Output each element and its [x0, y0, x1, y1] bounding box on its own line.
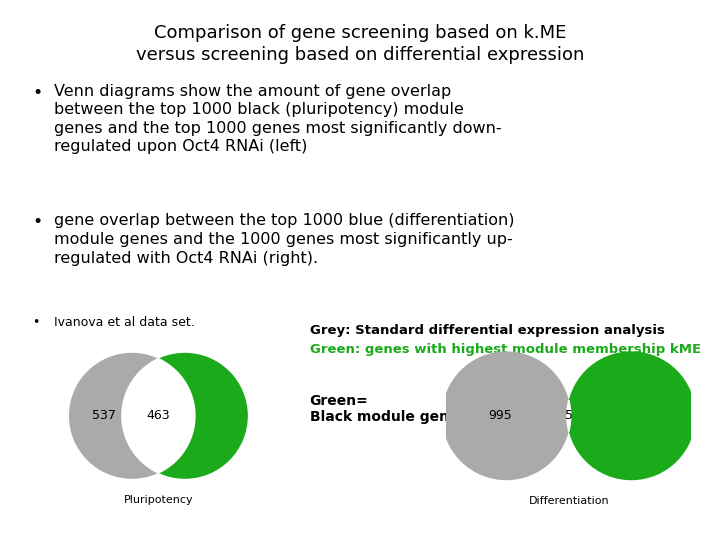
Polygon shape: [122, 359, 195, 473]
Text: 463: 463: [147, 409, 170, 422]
Text: Pluripotency: Pluripotency: [124, 495, 193, 504]
Circle shape: [69, 353, 195, 479]
Circle shape: [567, 352, 696, 480]
Text: Grey: Standard differential expression analysis: Grey: Standard differential expression a…: [310, 324, 665, 337]
Text: 995: 995: [626, 409, 649, 422]
Text: •: •: [32, 84, 42, 102]
Text: •: •: [32, 316, 40, 329]
Polygon shape: [567, 400, 571, 431]
Text: Differentiation: Differentiation: [528, 496, 609, 507]
Text: Green=
Black module genes: Green= Black module genes: [310, 394, 467, 424]
Text: 537: 537: [202, 409, 225, 422]
Text: versus screening based on differential expression: versus screening based on differential e…: [136, 46, 584, 64]
Text: Green: genes with highest module membership kME: Green: genes with highest module members…: [310, 343, 701, 356]
Text: 5: 5: [564, 409, 573, 422]
Text: 995: 995: [488, 409, 512, 422]
Text: 537: 537: [91, 409, 115, 422]
Text: Comparison of gene screening based on k.ME: Comparison of gene screening based on k.…: [154, 24, 566, 42]
Text: •: •: [32, 213, 42, 231]
Circle shape: [122, 353, 248, 479]
Circle shape: [442, 352, 571, 480]
Text: Venn diagrams show the amount of gene overlap
between the top 1000 black (plurip: Venn diagrams show the amount of gene ov…: [54, 84, 502, 154]
Text: Ivanova et al data set.: Ivanova et al data set.: [54, 316, 194, 329]
Text: gene overlap between the top 1000 blue (differentiation)
module genes and the 10: gene overlap between the top 1000 blue (…: [54, 213, 515, 266]
